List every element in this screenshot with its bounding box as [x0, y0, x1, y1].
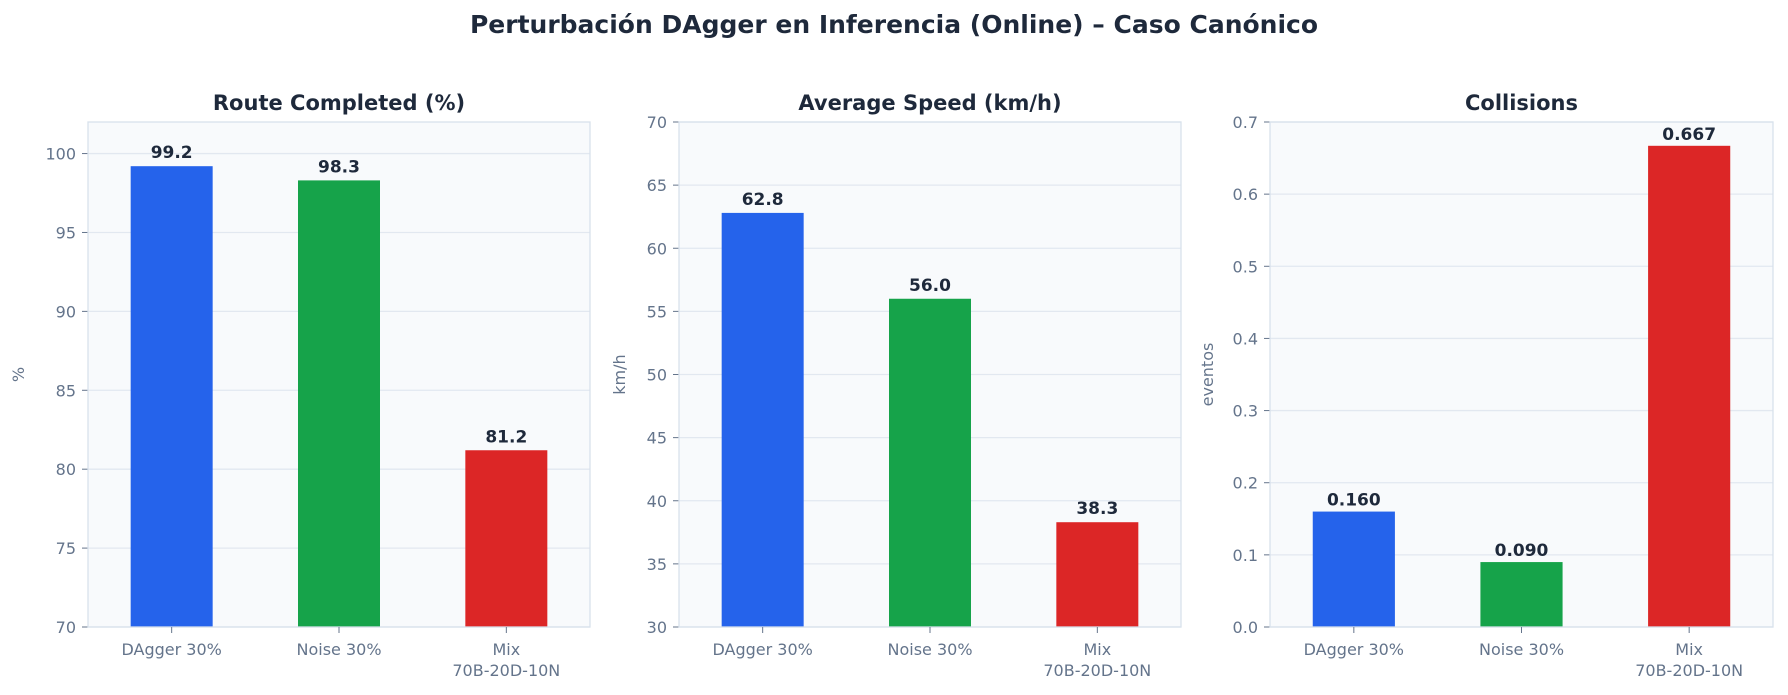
- panel-title: Average Speed (km/h): [798, 91, 1061, 115]
- x-tick-label: Mix: [1675, 640, 1703, 659]
- y-tick-label: 0.1: [1233, 546, 1258, 565]
- x-tick-label: Mix: [492, 640, 520, 659]
- bar-2-2: [889, 298, 971, 627]
- x-tick-label: Noise 30%: [296, 640, 381, 659]
- bar-2-1: [721, 212, 804, 627]
- y-tick-label: 0.6: [1233, 185, 1258, 204]
- data-label: 0.090: [1495, 541, 1549, 561]
- y-tick-label: 90: [56, 302, 76, 321]
- x-tick-label: Mix: [1083, 640, 1111, 659]
- x-tick-label: DAgger 30%: [712, 640, 812, 659]
- y-tick-label: 85: [56, 381, 76, 400]
- panel-title: Route Completed (%): [213, 91, 465, 115]
- figure-title: Perturbación DAgger en Inferencia (Onlin…: [469, 10, 1319, 39]
- y-tick-label: 75: [56, 539, 76, 558]
- bar-3-2: [1480, 562, 1563, 627]
- y-tick-label: 60: [647, 239, 667, 258]
- x-tick-label: Noise 30%: [887, 640, 972, 659]
- y-axis-label: %: [9, 367, 28, 382]
- data-label: 99.2: [151, 143, 193, 163]
- y-tick-label: 95: [56, 223, 76, 242]
- x-tick-label: DAgger 30%: [121, 640, 221, 659]
- y-axis-label: eventos: [1198, 343, 1217, 407]
- bar-1-2: [298, 180, 380, 627]
- x-tick-label: 70B-20D-10N: [452, 661, 560, 680]
- bar-3-3: [1648, 145, 1731, 628]
- x-tick-label: DAgger 30%: [1304, 640, 1404, 659]
- y-tick-label: 0.2: [1233, 474, 1258, 493]
- y-tick-label: 35: [647, 555, 667, 574]
- y-axis-label: km/h: [610, 354, 629, 394]
- bar-3-1: [1312, 511, 1395, 627]
- data-label: 81.2: [485, 427, 527, 447]
- bar-1-3: [465, 450, 548, 627]
- data-label: 56.0: [909, 276, 951, 296]
- bar-2-3: [1056, 522, 1139, 627]
- bar-1-1: [130, 166, 213, 627]
- y-tick-label: 100: [45, 145, 76, 164]
- y-tick-label: 65: [647, 176, 667, 195]
- y-tick-label: 40: [647, 492, 667, 511]
- data-label: 38.3: [1076, 499, 1118, 519]
- x-tick-label: 70B-20D-10N: [1635, 661, 1743, 680]
- x-tick-label: 70B-20D-10N: [1043, 661, 1151, 680]
- y-tick-label: 80: [56, 460, 76, 479]
- y-tick-label: 0.0: [1233, 618, 1258, 637]
- y-tick-label: 0.4: [1233, 329, 1258, 348]
- y-tick-label: 55: [647, 302, 667, 321]
- x-tick-label: Noise 30%: [1479, 640, 1564, 659]
- data-label: 0.160: [1327, 491, 1381, 511]
- y-tick-label: 30: [647, 618, 667, 637]
- y-tick-label: 0.7: [1233, 113, 1258, 132]
- y-tick-label: 0.3: [1233, 402, 1258, 421]
- panel-title: Collisions: [1465, 91, 1578, 115]
- data-label: 0.667: [1662, 125, 1716, 145]
- data-label: 98.3: [318, 157, 360, 177]
- y-tick-label: 0.5: [1233, 257, 1258, 276]
- y-tick-label: 70: [647, 113, 667, 132]
- y-tick-label: 70: [56, 618, 76, 637]
- data-label: 62.8: [742, 190, 784, 210]
- y-tick-label: 50: [647, 366, 667, 385]
- y-tick-label: 45: [647, 429, 667, 448]
